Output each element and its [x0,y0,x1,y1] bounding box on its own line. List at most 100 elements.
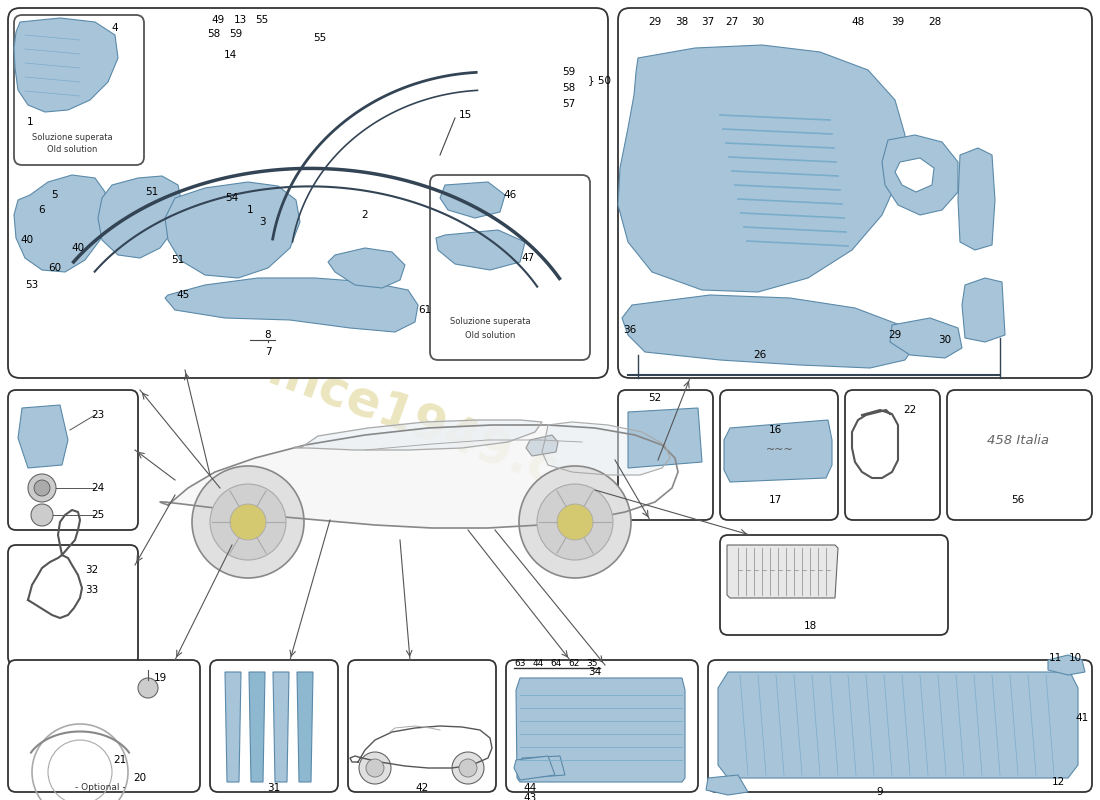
Circle shape [192,466,304,578]
Text: 49: 49 [211,15,224,25]
Polygon shape [436,230,525,270]
Text: 15: 15 [459,110,472,120]
Text: 47: 47 [521,253,535,263]
Text: 45: 45 [176,290,189,300]
Text: 1: 1 [248,205,254,215]
Text: 37: 37 [702,17,715,27]
Polygon shape [518,756,565,778]
Text: 34: 34 [588,667,602,677]
Text: 30: 30 [751,17,764,27]
Text: 22: 22 [903,405,916,415]
Circle shape [557,504,593,540]
Polygon shape [724,420,832,482]
Text: 60: 60 [48,263,62,273]
Polygon shape [882,135,958,215]
FancyBboxPatch shape [618,8,1092,378]
Circle shape [210,484,286,560]
FancyBboxPatch shape [14,15,144,165]
Circle shape [31,504,53,526]
FancyBboxPatch shape [8,660,200,792]
Text: 43: 43 [524,793,537,800]
Circle shape [366,759,384,777]
Text: 29: 29 [648,17,661,27]
Polygon shape [706,775,748,795]
Text: 64: 64 [550,659,562,669]
Circle shape [230,504,266,540]
Text: Old solution: Old solution [47,146,97,154]
Polygon shape [440,182,505,218]
Text: Soluzione superata: Soluzione superata [32,134,112,142]
Text: 57: 57 [562,99,575,109]
FancyBboxPatch shape [845,390,940,520]
Text: 33: 33 [86,585,99,595]
Text: 40: 40 [21,235,34,245]
FancyBboxPatch shape [708,660,1092,792]
Polygon shape [328,248,405,288]
Text: 13: 13 [233,15,246,25]
Text: Old solution: Old solution [465,331,515,341]
Text: since1949.com: since1949.com [234,335,646,525]
Text: 18: 18 [803,621,816,631]
Polygon shape [160,425,678,528]
Text: 48: 48 [851,17,865,27]
FancyBboxPatch shape [720,535,948,635]
Polygon shape [1048,655,1085,675]
Text: 41: 41 [1076,713,1089,723]
Text: 6: 6 [39,205,45,215]
Polygon shape [890,318,962,358]
Text: 31: 31 [267,783,280,793]
Circle shape [138,678,158,698]
Text: Soluzione superata: Soluzione superata [450,318,530,326]
FancyBboxPatch shape [947,390,1092,520]
Text: 51: 51 [172,255,185,265]
Circle shape [34,480,50,496]
Polygon shape [542,422,670,475]
Text: 458 Italia: 458 Italia [987,434,1049,446]
Text: 8: 8 [265,330,272,340]
Text: 7: 7 [265,347,272,357]
Circle shape [537,484,613,560]
Polygon shape [727,545,838,598]
FancyBboxPatch shape [8,545,137,665]
Polygon shape [618,45,905,292]
Text: 23: 23 [91,410,104,420]
Text: 61: 61 [418,305,431,315]
Text: 46: 46 [504,190,517,200]
Polygon shape [718,672,1078,778]
FancyBboxPatch shape [8,390,137,530]
FancyBboxPatch shape [506,660,698,792]
Text: 30: 30 [938,335,952,345]
Polygon shape [165,278,418,332]
Text: 32: 32 [86,565,99,575]
Text: 28: 28 [928,17,942,27]
Text: 11: 11 [1048,653,1062,663]
Polygon shape [18,405,68,468]
Text: 58: 58 [208,29,221,39]
Polygon shape [295,420,542,450]
Text: 3: 3 [258,217,265,227]
Text: 54: 54 [226,193,239,203]
Text: 29: 29 [889,330,902,340]
Text: 52: 52 [648,393,661,403]
Text: 56: 56 [1011,495,1024,505]
Polygon shape [962,278,1005,342]
Text: 21: 21 [113,755,127,765]
Text: 44: 44 [524,783,537,793]
Text: 17: 17 [769,495,782,505]
Text: 14: 14 [223,50,236,60]
Text: 63: 63 [515,659,526,669]
Text: 2: 2 [362,210,369,220]
Polygon shape [958,148,996,250]
Text: 44: 44 [532,659,543,669]
Text: ~~~: ~~~ [766,445,794,455]
Text: - Optional -: - Optional - [75,783,125,793]
Text: 24: 24 [91,483,104,493]
Text: 5: 5 [52,190,58,200]
FancyBboxPatch shape [8,8,608,378]
Polygon shape [895,158,934,192]
Polygon shape [165,182,300,278]
FancyBboxPatch shape [210,660,338,792]
Polygon shape [14,18,118,112]
Text: 9: 9 [877,787,883,797]
Text: 42: 42 [416,783,429,793]
